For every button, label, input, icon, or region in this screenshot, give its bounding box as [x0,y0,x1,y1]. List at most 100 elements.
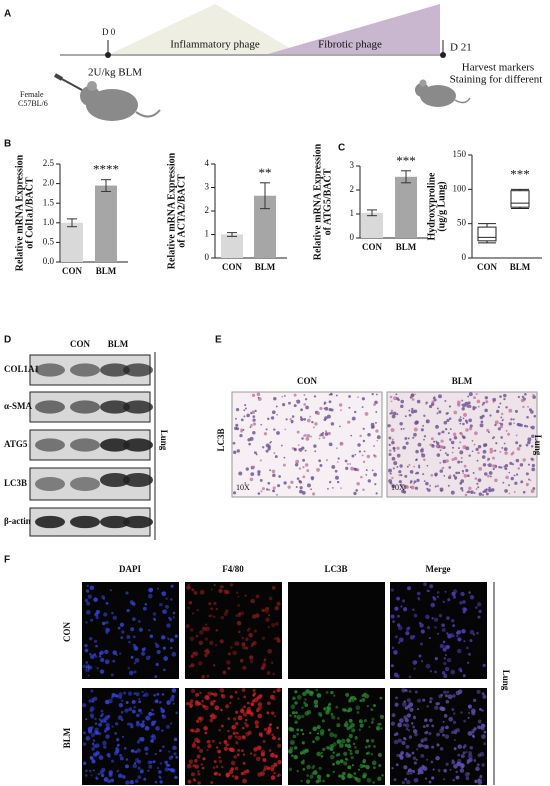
ihc-cell [531,467,536,472]
if-signal [483,730,487,734]
if-signal [434,670,437,674]
ihc-cell [361,397,365,401]
if-signal [357,768,360,771]
if-signal [141,690,144,694]
ihc-cell [459,481,463,485]
if-signal [397,738,402,743]
ihc-cell [282,402,286,407]
if-signal [227,652,231,656]
if-signal [228,747,231,751]
if-signal [229,645,233,649]
if-signal [229,695,233,699]
ihc-cell [474,431,478,436]
ihc-cell [244,482,247,484]
if-signal [151,712,154,716]
ihc-cell [410,409,415,414]
if-signal [118,702,124,708]
ihc-cell [492,464,496,468]
if-signal [255,724,259,729]
ihc-cell [423,414,426,417]
if-signal [86,589,90,593]
if-signal [104,720,107,723]
ihc-cell [505,429,508,432]
ihc-cell [304,449,307,452]
if-signal [197,770,200,773]
if-signal [456,634,459,638]
ihc-cell [324,406,329,411]
if-signal [405,723,410,728]
if-signal [362,764,366,768]
ihc-cell [338,425,341,428]
if-signal [132,763,137,769]
if-signal [406,771,410,776]
if-signal [270,764,275,769]
group-label: BLM [452,376,473,386]
if-signal [473,727,477,731]
if-signal [403,737,406,740]
ihc-cell [499,450,502,453]
if-signal [108,770,113,775]
if-signal [170,646,173,650]
if-signal [213,601,217,606]
if-signal [146,716,151,721]
if-signal [417,597,420,600]
if-signal [380,714,385,719]
if-signal [221,694,226,699]
treatment-label: 2U/kg BLM [88,67,142,79]
ihc-cell [367,479,372,483]
ihc-cell [515,458,520,463]
if-signal [213,583,216,587]
blot-band [35,515,65,529]
y-tick-label: 2.5 [43,158,55,168]
if-signal [226,660,231,665]
ihc-cell [468,392,473,397]
if-signal [351,728,356,733]
if-signal [467,661,470,664]
ihc-cell [492,467,495,471]
ihc-cell [397,455,400,459]
inflammatory-triangle [110,4,300,54]
if-signal [241,642,246,647]
if-signal [419,642,424,646]
tissue-label: Lung [501,670,511,691]
ihc-cell [438,410,442,414]
if-signal [348,733,353,739]
if-signal [237,753,240,757]
if-signal [336,739,342,744]
y-axis-label: Hydroxyproline [426,172,437,241]
if-signal [172,616,175,619]
if-signal [401,740,406,746]
if-signal [445,699,450,704]
ihc-cell [520,480,524,484]
ihc-cell [505,406,508,409]
ihc-cell [257,396,260,399]
if-signal [276,687,281,693]
if-signal [168,750,171,753]
if-signal [257,713,263,719]
if-signal [416,748,419,751]
if-signal [221,765,224,769]
if-signal [202,757,206,761]
fibrotic-triangle [268,4,440,54]
if-signal [326,773,330,778]
if-signal [211,739,215,743]
blot-band [70,476,100,492]
if-signal [453,764,458,769]
ihc-cell [498,465,501,469]
if-signal [451,591,456,596]
if-signal [481,692,485,696]
ihc-cell [314,450,317,453]
if-signal [447,598,451,602]
if-signal [313,699,319,705]
if-signal [138,708,142,713]
ihc-cell [462,417,465,420]
ihc-cell [404,415,407,418]
if-signal [367,744,371,748]
if-signal [342,708,346,712]
mouse-label: Female [20,90,44,99]
if-signal [175,756,179,759]
if-signal [445,762,449,766]
if-signal [138,697,141,700]
if-signal [95,731,99,734]
if-signal [142,606,147,611]
